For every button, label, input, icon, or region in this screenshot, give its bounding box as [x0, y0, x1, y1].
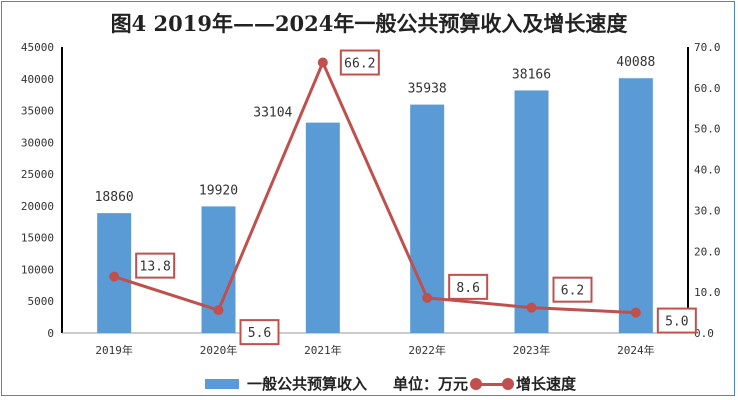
left-tick-label: 10000	[21, 263, 54, 276]
line-label-box	[552, 276, 593, 303]
bar-data-label: 35938	[408, 82, 447, 97]
bar-data-label: 40088	[616, 55, 655, 70]
x-tick-label: 2021年	[304, 343, 342, 357]
line-data-label: 5.6	[248, 326, 271, 341]
line-label-box	[135, 252, 176, 279]
x-tick-label: 2023年	[513, 343, 551, 357]
right-tick-label: 50.0	[694, 123, 721, 136]
line-data-label: 5.0	[665, 315, 688, 330]
unit-note: 单位：万元	[393, 375, 469, 393]
line-label-box	[239, 319, 280, 346]
left-tick-label: 40000	[21, 73, 54, 86]
legend: 一般公共预算收入 单位：万元 增长速度	[205, 373, 576, 394]
line-label-box	[339, 49, 380, 76]
bar-data-label: 19920	[199, 183, 238, 198]
left-tick-label: 45000	[21, 41, 54, 54]
bar	[618, 78, 653, 333]
growth-point	[422, 292, 433, 303]
right-tick-label: 70.0	[694, 41, 721, 54]
growth-point	[317, 57, 328, 68]
left-tick-label: 25000	[21, 168, 54, 181]
right-tick-label: 20.0	[694, 245, 721, 258]
x-tick-label: 2024年	[617, 343, 655, 357]
left-tick-label: 15000	[21, 232, 54, 245]
right-tick-label: 60.0	[694, 82, 721, 95]
right-tick-label: 10.0	[694, 286, 721, 299]
x-tick-label: 2022年	[408, 343, 446, 357]
growth-point	[213, 305, 224, 316]
legend-bar-swatch	[205, 378, 239, 389]
left-tick-label: 20000	[21, 200, 54, 213]
legend-line-label: 增长速度	[516, 375, 577, 393]
growth-point	[630, 307, 641, 318]
left-tick-label: 0	[47, 327, 54, 340]
legend-bar-label: 一般公共预算收入	[247, 375, 368, 393]
legend-line-swatch	[470, 377, 515, 390]
right-tick-label: 40.0	[694, 164, 721, 177]
line-data-label: 6.2	[561, 284, 584, 299]
left-tick-label: 5000	[28, 295, 55, 308]
bar-data-label: 33104	[253, 106, 292, 121]
right-tick-label: 30.0	[694, 204, 721, 217]
bar-data-label: 18860	[95, 190, 134, 205]
bar	[305, 122, 340, 334]
growth-point	[526, 302, 537, 313]
x-tick-label: 2020年	[200, 343, 238, 357]
line-label-box	[656, 307, 697, 334]
x-tick-label: 2019年	[95, 343, 133, 357]
left-tick-label: 30000	[21, 136, 54, 149]
line-data-label: 13.8	[140, 260, 171, 275]
left-tick-label: 35000	[21, 105, 54, 118]
line-label-box	[448, 273, 489, 300]
line-data-label: 8.6	[456, 281, 479, 296]
bar	[514, 90, 549, 333]
line-data-label: 66.2	[344, 57, 375, 72]
bar-data-label: 38166	[512, 67, 551, 82]
growth-line	[113, 58, 636, 315]
chart-title: 图4 2019年——2024年一般公共预算收入及增长速度	[110, 11, 628, 36]
right-tick-label: 0.0	[694, 327, 714, 340]
growth-point	[109, 271, 120, 282]
